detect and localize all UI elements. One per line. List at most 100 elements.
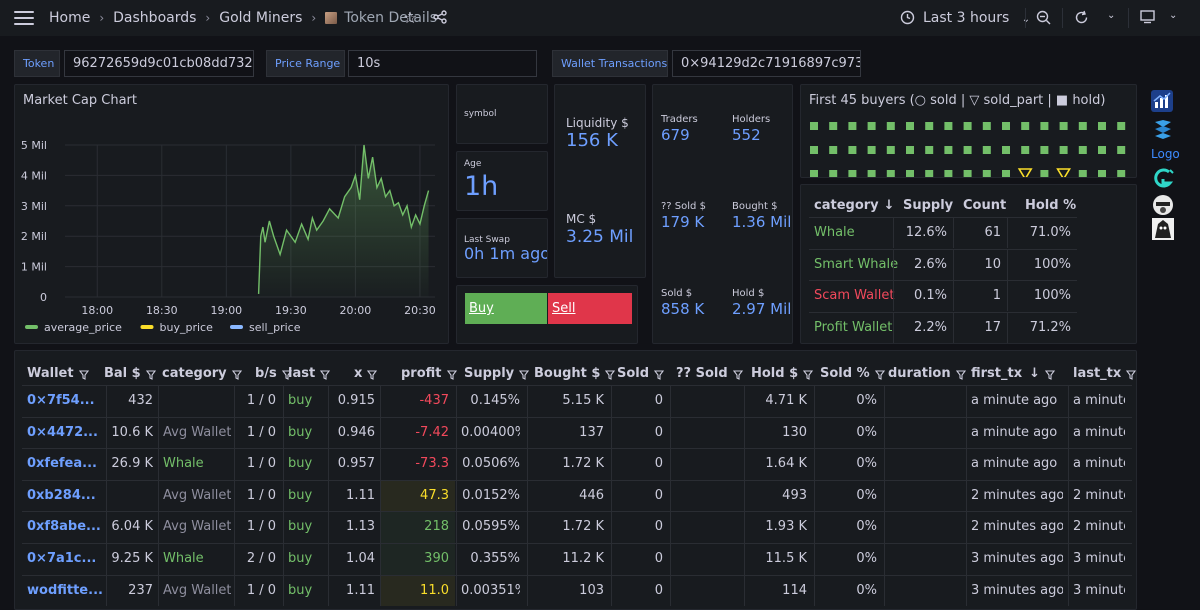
col-header-profit[interactable]: profit xyxy=(401,366,457,381)
buyer-hold-marker[interactable] xyxy=(867,170,876,178)
buyer-hold-marker[interactable] xyxy=(1059,146,1068,154)
buyer-hold-marker[interactable] xyxy=(1002,146,1010,154)
filter-icon[interactable] xyxy=(955,369,966,380)
time-range-picker[interactable]: Last 3 hours ⌄ xyxy=(923,10,1030,26)
price-range-input[interactable]: 10s xyxy=(348,50,537,77)
buyer-hold-marker[interactable] xyxy=(982,170,991,178)
tv-mode-icon[interactable] xyxy=(1140,10,1155,28)
filter-icon[interactable] xyxy=(145,369,156,380)
filter-icon[interactable] xyxy=(653,369,665,380)
buyer-hold-marker[interactable] xyxy=(906,170,914,178)
buyer-hold-marker[interactable] xyxy=(982,122,991,130)
col-header-sold[interactable]: Sold % xyxy=(820,366,885,381)
col-header-x[interactable]: x xyxy=(354,366,378,381)
filter-icon[interactable] xyxy=(281,369,292,380)
wallet-cell-wallet[interactable]: 0×7f54... xyxy=(27,393,95,408)
filter-icon[interactable] xyxy=(78,369,89,380)
buyer-hold-marker[interactable] xyxy=(848,122,857,130)
buyer-hold-marker[interactable] xyxy=(829,170,838,178)
buyer-hold-marker[interactable] xyxy=(963,122,972,130)
chevron-down-icon[interactable]: ⌄ xyxy=(1107,10,1116,21)
buyer-hold-marker[interactable] xyxy=(1002,122,1010,130)
buyer-hold-marker[interactable] xyxy=(1078,170,1087,178)
buyer-hold-marker[interactable] xyxy=(906,122,914,130)
chevron-down-icon[interactable]: ⌄ xyxy=(1169,10,1178,21)
breadcrumb-home[interactable]: Home xyxy=(49,10,91,26)
share-icon[interactable] xyxy=(433,10,447,28)
col-header-duration[interactable]: duration xyxy=(888,366,966,381)
buyer-hold-marker[interactable] xyxy=(963,146,972,154)
buyer-hold-marker[interactable] xyxy=(1059,122,1068,130)
buyer-hold-marker[interactable] xyxy=(1040,122,1049,130)
token-input[interactable]: 96272659d9c01cb08dd7327f xyxy=(64,50,254,77)
buyer-hold-marker[interactable] xyxy=(925,122,934,130)
buyer-hold-marker[interactable] xyxy=(1117,122,1126,130)
gmgn-logo-icon[interactable] xyxy=(1151,168,1175,190)
wallet-cell-wallet[interactable]: 0×7a1c... xyxy=(27,551,97,566)
buyer-hold-marker[interactable] xyxy=(1078,146,1087,154)
series-line-average-price[interactable] xyxy=(257,144,430,294)
buyer-hold-marker[interactable] xyxy=(867,146,876,154)
buyer-hold-marker[interactable] xyxy=(1098,146,1106,154)
col-header-count[interactable]: Count xyxy=(963,198,1007,213)
wallet-cell-wallet[interactable]: 0xb284... xyxy=(27,487,96,503)
buyer-hold-marker[interactable] xyxy=(1117,146,1126,154)
buyer-hold-marker[interactable] xyxy=(944,170,953,178)
buyer-hold-marker[interactable] xyxy=(1040,170,1049,178)
filter-icon[interactable] xyxy=(605,369,616,380)
buyer-hold-marker[interactable] xyxy=(925,146,934,154)
menu-icon[interactable] xyxy=(14,11,34,25)
buyer-hold-marker[interactable] xyxy=(810,122,818,130)
col-header-category[interactable]: category ↓ xyxy=(814,198,895,213)
col-header-first-tx[interactable]: first_tx ↓ xyxy=(971,366,1056,381)
buyer-hold-marker[interactable] xyxy=(982,146,991,154)
filter-icon[interactable] xyxy=(320,369,331,380)
filter-icon[interactable] xyxy=(367,369,378,380)
col-header-last[interactable]: last xyxy=(288,366,331,381)
wallet-cell-wallet[interactable]: wodfitte... xyxy=(27,582,103,598)
buyer-hold-marker[interactable] xyxy=(886,122,895,130)
filter-icon[interactable] xyxy=(1044,369,1056,380)
star-icon[interactable]: ☆ xyxy=(403,8,418,27)
col-header-supply[interactable]: Supply xyxy=(903,198,954,213)
filter-icon[interactable] xyxy=(1126,369,1137,380)
market-cap-chart[interactable]: 0 1 Mil 2 Mil 3 Mil 4 Mil 5 Mil 18:00 18:30 19:0… xyxy=(15,85,449,344)
exchange-logo-icon[interactable] xyxy=(1153,118,1173,140)
logo-text-link[interactable]: Logo xyxy=(1151,147,1180,161)
filter-icon[interactable] xyxy=(803,369,814,380)
col-header-hold[interactable]: Hold % xyxy=(1025,198,1077,213)
col-header-b-s[interactable]: b/s xyxy=(255,366,292,381)
chart-logo-icon[interactable] xyxy=(1151,90,1173,112)
filter-icon[interactable] xyxy=(519,369,530,380)
col-header-bought[interactable]: Bought $ xyxy=(534,366,616,381)
bot-logo-icon[interactable] xyxy=(1152,194,1174,216)
col-header-sold[interactable]: Sold xyxy=(617,366,665,381)
buyer-sold-part-marker[interactable] xyxy=(1017,168,1033,178)
col-header-wallet[interactable]: Wallet xyxy=(27,366,89,381)
breadcrumb-dashboards[interactable]: Dashboards xyxy=(113,10,197,26)
wallet-cell-wallet[interactable]: 0×4472... xyxy=(27,424,98,440)
buyer-hold-marker[interactable] xyxy=(963,170,972,178)
buyer-hold-marker[interactable] xyxy=(867,122,876,130)
zoom-out-icon[interactable] xyxy=(1036,10,1051,29)
legend-label[interactable]: average_price xyxy=(44,321,122,334)
buyer-hold-marker[interactable] xyxy=(810,170,818,178)
buyer-hold-marker[interactable] xyxy=(848,146,857,154)
filter-icon[interactable] xyxy=(231,369,242,380)
wallet-transactions-input[interactable]: 0×94129d2c71916897c97314 xyxy=(672,50,861,77)
buyer-hold-marker[interactable] xyxy=(1040,146,1049,154)
buy-button[interactable]: Buy xyxy=(465,293,547,324)
wallet-cell-wallet[interactable]: 0xf8abe... xyxy=(27,519,101,535)
filter-icon[interactable] xyxy=(874,369,885,380)
legend-label[interactable]: buy_price xyxy=(160,321,214,334)
refresh-icon[interactable] xyxy=(1074,10,1089,29)
col-header-sold[interactable]: ?? Sold xyxy=(676,366,743,381)
buyer-hold-marker[interactable] xyxy=(1098,170,1106,178)
buyer-hold-marker[interactable] xyxy=(925,170,934,178)
col-header-bal[interactable]: Bal $ xyxy=(104,366,156,381)
buyer-hold-marker[interactable] xyxy=(1002,170,1010,178)
col-header-last-tx[interactable]: last_tx xyxy=(1073,366,1137,381)
breadcrumb-folder[interactable]: Gold Miners xyxy=(219,10,303,26)
buyer-hold-marker[interactable] xyxy=(1098,122,1106,130)
buyer-sold-part-marker[interactable] xyxy=(1056,168,1072,178)
